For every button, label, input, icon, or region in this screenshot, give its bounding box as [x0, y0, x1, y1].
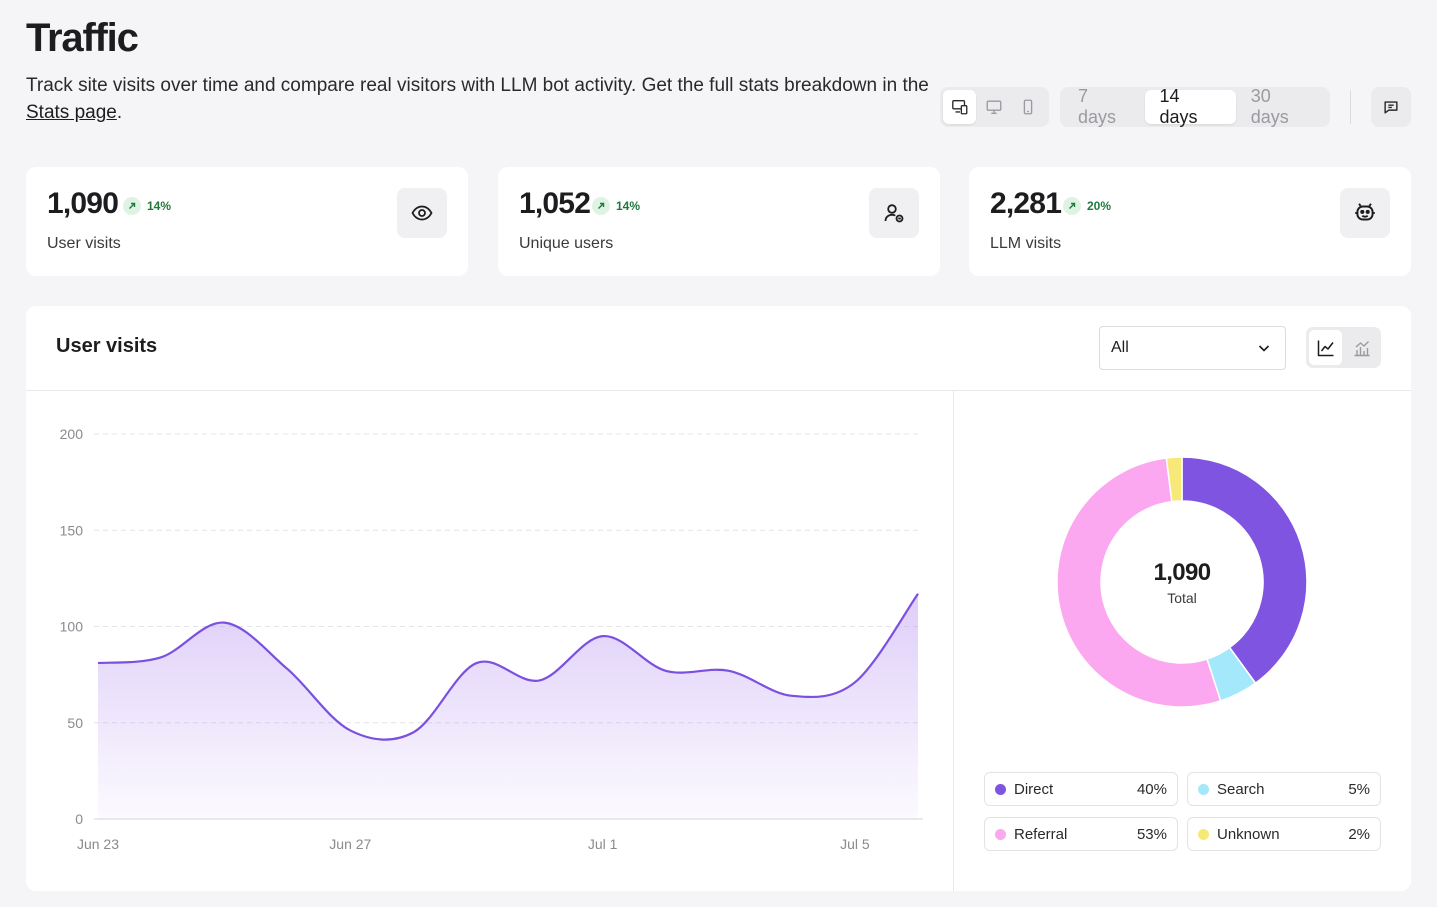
user-visits-area-chart: 0 50 100 150 200 Jun 23 Jun 27 Jul 1 Jul 5	[60, 426, 923, 852]
mobile-icon	[1024, 99, 1033, 115]
stat-delta-value: 14%	[147, 199, 172, 213]
stat-delta-value: 20%	[1087, 199, 1112, 213]
legend-percent: 2%	[1348, 825, 1370, 843]
legend-swatch	[995, 828, 1006, 840]
donut-slice-unknown	[1165, 456, 1183, 503]
stat-icon-box	[869, 188, 919, 238]
stat-card-unique-users: 1,052 14% Unique users	[498, 167, 940, 276]
all-devices-button[interactable]	[943, 90, 977, 124]
range-30-days[interactable]: 30 days	[1250, 86, 1289, 127]
legend-percent: 5%	[1348, 780, 1370, 798]
legend-item-search: Search 5%	[1187, 772, 1381, 806]
stat-label: LLM visits	[990, 235, 1062, 252]
stats-page-link[interactable]: Stats page	[26, 102, 117, 123]
legend-item-direct: Direct 40%	[984, 772, 1178, 806]
donut-slice-referral	[1056, 457, 1222, 708]
line-chart-icon	[1317, 340, 1334, 356]
stat-delta-value: 14%	[616, 199, 641, 213]
legend-percent: 40%	[1136, 780, 1167, 798]
y-tick-label: 200	[60, 426, 84, 442]
trend-up-icon	[592, 197, 610, 215]
legend-swatch	[1198, 783, 1209, 795]
user-visits-panel: User visits All 0 50 100 150 200 Jun 23 Jun 27…	[26, 306, 1411, 891]
y-tick-label: 0	[75, 811, 83, 827]
legend-swatch	[995, 783, 1006, 795]
trend-up-icon	[123, 197, 141, 215]
x-tick-label: Jul 5	[840, 836, 870, 852]
stat-value: 2,281	[990, 187, 1062, 220]
legend-swatch	[1198, 828, 1209, 840]
mobile-button[interactable]	[1012, 90, 1045, 124]
eye-icon	[411, 205, 433, 221]
stat-delta: 14%	[123, 197, 171, 215]
panel-title: User visits	[56, 335, 158, 357]
page-description-end: .	[116, 102, 123, 123]
bar-chart-button[interactable]	[1345, 330, 1378, 365]
stat-icon-box	[397, 188, 447, 238]
stat-card-user-visits: 1,090 14% User visits	[26, 167, 468, 276]
line-chart-button[interactable]	[1309, 330, 1342, 365]
donut-slice-direct	[1181, 456, 1308, 685]
visits-area-fill	[98, 593, 918, 819]
donut-total-label: Total	[1167, 590, 1197, 606]
bar-chart-icon	[1354, 340, 1369, 356]
stat-label: User visits	[47, 235, 121, 252]
legend-item-unknown: Unknown 2%	[1187, 817, 1381, 851]
all-devices-icon	[951, 100, 968, 115]
source-filter-value: All	[1111, 339, 1129, 356]
chart-view-toggle	[1306, 327, 1381, 368]
stat-delta: 20%	[1063, 197, 1111, 215]
page-description-text: Track site visits over time and compare …	[26, 75, 929, 96]
desktop-icon	[986, 100, 1002, 114]
source-filter-select[interactable]: All	[1099, 326, 1286, 370]
legend-item-referral: Referral 53%	[984, 817, 1178, 851]
stat-delta: 14%	[592, 197, 640, 215]
robot-icon	[1355, 203, 1375, 221]
donut-total-value: 1,090	[1153, 559, 1211, 586]
page-title: Traffic	[26, 16, 139, 60]
visits-line	[97, 593, 919, 741]
stat-value: 1,052	[519, 187, 591, 220]
x-tick-label: Jun 23	[77, 836, 119, 852]
feedback-button[interactable]	[1371, 87, 1411, 127]
range-7-days[interactable]: 7 days	[1078, 86, 1117, 127]
page-description: Track site visits over time and compare …	[26, 72, 941, 126]
stat-icon-box	[1340, 188, 1390, 238]
chevron-down-icon	[1258, 345, 1270, 352]
stat-card-llm-visits: 2,281 20% LLM visits	[969, 167, 1411, 276]
trend-up-icon	[1063, 197, 1081, 215]
legend-label: Referral	[1014, 825, 1068, 843]
panel-column-divider	[953, 390, 954, 891]
stat-value: 1,090	[47, 187, 119, 220]
y-tick-label: 150	[60, 522, 84, 538]
header-divider	[1350, 90, 1351, 124]
user-icon	[884, 204, 904, 223]
legend-label: Unknown	[1217, 825, 1280, 843]
legend-percent: 53%	[1136, 825, 1167, 843]
legend-label: Search	[1217, 780, 1265, 798]
desktop-button[interactable]	[977, 90, 1010, 124]
range-14-days[interactable]: 14 days	[1144, 86, 1236, 127]
message-icon	[1384, 101, 1398, 114]
y-tick-label: 50	[67, 715, 83, 731]
y-tick-label: 100	[60, 619, 84, 635]
legend-label: Direct	[1014, 780, 1054, 798]
device-filter	[940, 87, 1049, 127]
stat-label: Unique users	[519, 235, 614, 252]
panel-header-divider	[26, 390, 1411, 391]
x-tick-label: Jul 1	[588, 836, 618, 852]
date-range-selector: 7 days 14 days 30 days	[1060, 86, 1330, 127]
traffic-source-donut-chart	[1056, 456, 1308, 708]
x-tick-label: Jun 27	[329, 836, 371, 852]
